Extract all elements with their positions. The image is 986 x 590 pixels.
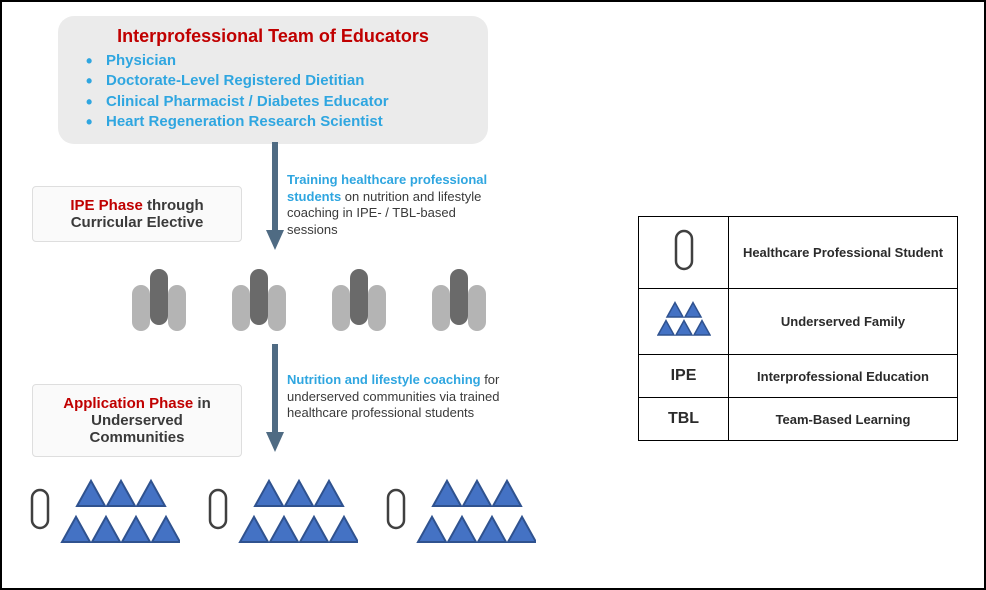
team-item: Physician <box>86 51 470 71</box>
phase-label-red: Application Phase <box>63 395 193 412</box>
legend-row: Underserved Family <box>639 289 958 355</box>
legend-symbol-cell: TBL <box>639 398 729 441</box>
side-text-highlight: Nutrition and lifestyle coaching <box>287 372 481 387</box>
student-cluster-icon <box>126 267 196 340</box>
family-unit <box>30 470 180 553</box>
legend-symbol-cell <box>639 289 729 355</box>
student-cluster-icon <box>326 267 396 340</box>
legend-row: IPE Interprofessional Education <box>639 355 958 398</box>
ipe-phase-box: IPE Phase through Curricular Elective <box>32 186 242 242</box>
students-row <box>126 267 496 340</box>
application-phase-box: Application Phase in Underserved Communi… <box>32 384 242 457</box>
legend-table: Healthcare Professional Student Underser… <box>638 216 958 441</box>
team-item: Clinical Pharmacist / Diabetes Educator <box>86 92 470 112</box>
legend-row: TBL Team-Based Learning <box>639 398 958 441</box>
team-list: Physician Doctorate-Level Registered Die… <box>76 51 470 132</box>
arrow-down-icon <box>266 142 284 250</box>
legend-label: Interprofessional Education <box>729 355 958 398</box>
application-side-text: Nutrition and lifestyle coaching for und… <box>287 372 502 422</box>
family-triangle-group-icon <box>60 470 180 553</box>
student-pill-icon <box>386 488 406 535</box>
legend-label: Healthcare Professional Student <box>729 217 958 289</box>
legend-symbol-cell: IPE <box>639 355 729 398</box>
team-educators-box: Interprofessional Team of Educators Phys… <box>58 16 488 144</box>
families-row <box>30 470 536 553</box>
student-cluster-icon <box>426 267 496 340</box>
ipe-side-text: Training healthcare professional student… <box>287 172 502 239</box>
arrow-down-icon <box>266 344 284 452</box>
team-item: Heart Regeneration Research Scientist <box>86 112 470 132</box>
phase-label-red: IPE Phase <box>70 197 143 214</box>
family-unit <box>208 470 358 553</box>
triangle-cluster-icon <box>657 301 711 342</box>
legend-label: Team-Based Learning <box>729 398 958 441</box>
family-unit <box>386 470 536 553</box>
student-cluster-icon <box>226 267 296 340</box>
legend-row: Healthcare Professional Student <box>639 217 958 289</box>
student-pill-icon <box>674 229 694 276</box>
legend-label: Underserved Family <box>729 289 958 355</box>
legend-symbol-cell <box>639 217 729 289</box>
family-triangle-group-icon <box>238 470 358 553</box>
family-triangle-group-icon <box>416 470 536 553</box>
student-pill-icon <box>208 488 228 535</box>
team-title: Interprofessional Team of Educators <box>76 26 470 47</box>
student-pill-icon <box>30 488 50 535</box>
team-item: Doctorate-Level Registered Dietitian <box>86 71 470 91</box>
